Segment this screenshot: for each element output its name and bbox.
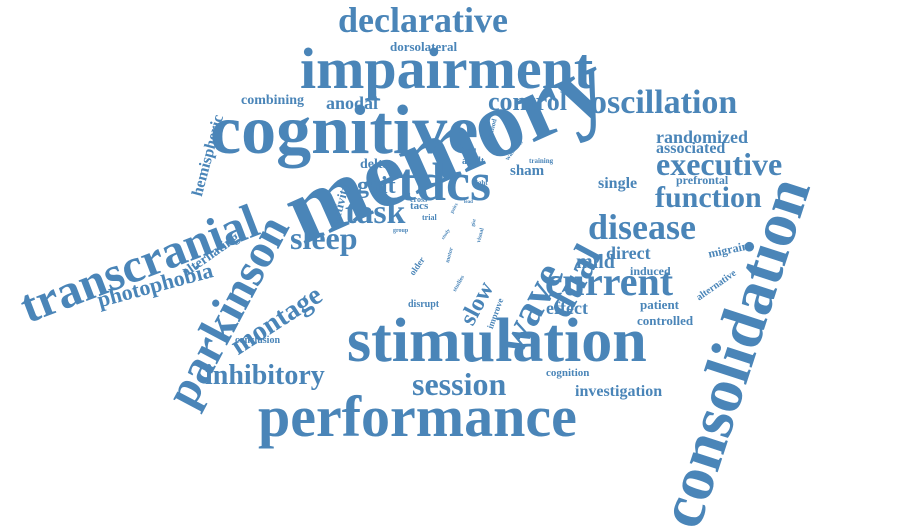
word-investigation: investigation: [575, 383, 663, 400]
word-sham: sham: [510, 163, 545, 179]
word-session: session: [412, 366, 507, 402]
word-function: function: [655, 181, 762, 214]
word-single: single: [598, 175, 638, 192]
word-study: study: [441, 228, 452, 241]
word-dorsolateral: dorsolateral: [390, 39, 458, 54]
word-inhibitory: inhibitory: [205, 360, 325, 391]
word-effect: effect: [546, 298, 588, 318]
word-randomized: randomized: [656, 127, 748, 147]
word-task: task: [345, 194, 406, 231]
word-direct: direct: [606, 243, 651, 263]
word-oscillation: oscillation: [590, 84, 738, 121]
word-lead: lead: [464, 200, 473, 205]
word-group: group: [393, 228, 409, 234]
word-declarative: declarative: [338, 0, 508, 40]
word-delta: delta: [360, 157, 390, 172]
word-current: current: [545, 259, 674, 304]
word-adult: adult: [462, 156, 485, 167]
word-disrupt: disrupt: [408, 299, 440, 310]
word-anodal: anodal: [326, 93, 379, 113]
word-motor: motor: [445, 246, 455, 264]
word-tacs: tacs: [410, 200, 429, 212]
word-disease: disease: [588, 207, 696, 247]
word-executive: executive: [656, 146, 783, 182]
word-combining: combining: [241, 93, 305, 108]
word-trial: trial: [422, 213, 437, 222]
word-associated: associated: [656, 140, 726, 157]
word-patient: patient: [640, 297, 679, 312]
word-cognitive: cognitive: [210, 92, 479, 169]
word-older: older: [407, 255, 427, 278]
word-visual: visual: [476, 227, 486, 244]
word-performance: performance: [258, 384, 577, 449]
word-conclusion: conclusion: [235, 335, 281, 346]
word-sleep: sleep: [290, 220, 358, 256]
word-impairment: impairment: [300, 36, 594, 101]
word-cognition: cognition: [546, 367, 590, 379]
word-prefrontal: prefrontal: [676, 173, 729, 187]
word-cross: cross: [410, 195, 428, 204]
word-stimulation: stimulation: [347, 307, 647, 375]
word-training: training: [529, 157, 554, 165]
word-studies: studies: [452, 274, 467, 293]
word-gait: gait: [357, 173, 396, 199]
word-induced: induced: [630, 264, 671, 278]
word-gist: gist: [471, 218, 478, 228]
word-light: light: [474, 179, 488, 187]
word-control: control: [488, 87, 567, 116]
word-controlled: controlled: [637, 313, 694, 328]
word-mild: mild: [576, 251, 615, 273]
word-tdcs: tdcs: [398, 152, 491, 212]
